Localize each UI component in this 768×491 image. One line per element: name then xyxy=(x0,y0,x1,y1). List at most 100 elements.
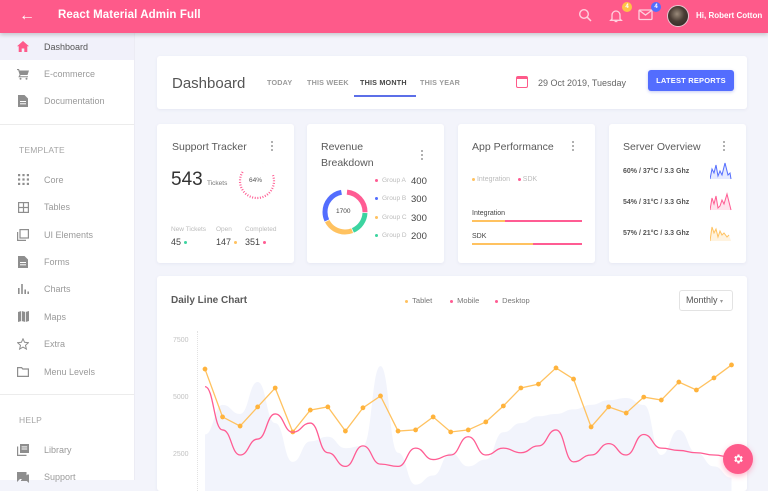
sidebar-item-dashboard[interactable]: Dashboard xyxy=(0,33,134,61)
server-sparkline-3 xyxy=(710,226,731,242)
daily-line-chart-card: Daily Line Chart Tablet Mobile Desktop M… xyxy=(157,276,747,491)
stat-label: Completed xyxy=(245,226,277,233)
sidebar-item-label: Library xyxy=(44,444,72,455)
tab-today[interactable]: TODAY xyxy=(267,78,293,87)
more-vert-icon[interactable] xyxy=(421,150,424,162)
cart-icon xyxy=(17,68,29,80)
legend-dot xyxy=(517,177,521,181)
calendar-icon xyxy=(516,76,528,88)
sidebar-item-label: Dashboard xyxy=(44,41,89,52)
grid-dots-icon xyxy=(17,174,29,186)
section-header-template: TEMPLATE xyxy=(19,145,65,156)
sidebar-item-ecommerce[interactable]: E-commerce xyxy=(0,60,134,87)
sidebar-item-menu-levels[interactable]: Menu Levels xyxy=(0,358,134,385)
legend-dot xyxy=(375,179,378,182)
revenue-total: 1700 xyxy=(336,208,351,215)
more-vert-icon[interactable] xyxy=(271,141,274,153)
legend-tablet: Tablet xyxy=(405,296,432,305)
y-tick: 5000 xyxy=(173,394,189,401)
sidebar-item-label: Tables xyxy=(44,202,71,213)
app-title: React Material Admin Full xyxy=(58,9,201,21)
tickets-total: 543 xyxy=(171,169,203,190)
layers-icon xyxy=(17,228,29,241)
bar-chart-icon xyxy=(17,283,29,295)
server-sparkline-1 xyxy=(710,162,732,180)
map-icon xyxy=(17,311,29,323)
status-dot xyxy=(262,241,266,245)
sidebar-item-label: Support xyxy=(44,472,76,483)
revenue-donut-chart xyxy=(322,189,368,235)
chat-icon xyxy=(17,471,29,483)
avatar[interactable] xyxy=(667,5,689,27)
sidebar-item-label: Forms xyxy=(44,257,70,268)
stat-label: New Tickets xyxy=(171,226,207,233)
active-tab-indicator xyxy=(354,95,416,97)
settings-fab[interactable] xyxy=(723,444,753,474)
app-bar: ← React Material Admin Full 4 4 Hi, Robe… xyxy=(0,0,768,33)
y-tick: 7500 xyxy=(173,337,189,344)
more-vert-icon[interactable] xyxy=(723,141,726,153)
sidebar-item-maps[interactable]: Maps xyxy=(0,303,134,330)
status-dot xyxy=(233,241,237,245)
notifications-bell-icon[interactable]: 4 xyxy=(609,2,632,24)
latest-reports-button[interactable]: LATEST REPORTS xyxy=(648,70,734,91)
sidebar-item-support[interactable]: Support xyxy=(0,464,134,491)
tab-this-week[interactable]: THIS WEEK xyxy=(307,78,349,87)
sidebar-item-forms[interactable]: Forms xyxy=(0,248,134,275)
sidebar-item-charts[interactable]: Charts xyxy=(0,276,134,303)
legend-dot xyxy=(375,197,378,201)
revenue-breakdown-card: Revenue Breakdown 1700 Group A 400 Group B… xyxy=(307,124,444,263)
library-icon xyxy=(17,443,29,456)
sidebar-item-label: Charts xyxy=(44,284,71,295)
y-tick: 2500 xyxy=(173,451,189,458)
tickets-percent: 64% xyxy=(249,177,263,184)
sidebar: Dashboard E-commerce Documentation TEMPL… xyxy=(0,33,135,483)
sidebar-item-documentation[interactable]: Documentation xyxy=(0,88,134,115)
card-title: App Performance xyxy=(472,141,554,153)
messages-badge: 4 xyxy=(651,2,661,12)
legend-desktop: Desktop xyxy=(495,296,530,305)
line-chart-plot xyxy=(202,362,734,491)
period-select[interactable]: Monthly ▾ xyxy=(679,290,733,311)
current-date: 29 Oct 2019, Tuesday xyxy=(538,78,627,88)
sidebar-item-label: Maps xyxy=(44,311,67,322)
home-icon xyxy=(17,41,29,53)
back-arrow-icon[interactable]: ← xyxy=(19,7,35,24)
card-title: Daily Line Chart xyxy=(171,295,248,306)
stat-open: 147 xyxy=(216,237,232,247)
server-row-1: 60% / 37°C / 3.3 Ghz xyxy=(623,168,690,175)
form-icon xyxy=(17,256,29,269)
legend-dot xyxy=(472,177,475,181)
table-icon xyxy=(17,201,29,213)
server-row-3: 57% / 21°C / 3.3 Ghz xyxy=(623,230,690,237)
sidebar-item-core[interactable]: Core xyxy=(0,166,134,193)
sidebar-divider xyxy=(0,394,134,396)
sidebar-item-extra[interactable]: Extra xyxy=(0,331,134,358)
sidebar-item-ui-elements[interactable]: UI Elements xyxy=(0,221,134,248)
star-icon xyxy=(17,338,29,351)
sidebar-item-tables[interactable]: Tables xyxy=(0,194,134,221)
sidebar-item-label: E-commerce xyxy=(44,69,96,80)
user-greeting[interactable]: Hi, Robert Cotton xyxy=(696,11,763,20)
sidebar-item-library[interactable]: Library xyxy=(0,436,134,463)
legend-dot xyxy=(375,215,378,219)
stat-completed: 351 xyxy=(245,237,261,247)
more-vert-icon[interactable] xyxy=(572,141,575,153)
server-row-2: 54% / 31°C / 3.3 Ghz xyxy=(623,199,690,206)
tab-this-month[interactable]: THIS MONTH xyxy=(360,78,407,87)
sidebar-item-label: Documentation xyxy=(44,96,105,107)
sidebar-item-label: Extra xyxy=(44,339,66,350)
mail-icon[interactable]: 4 xyxy=(638,2,661,24)
status-dot xyxy=(183,241,187,245)
revenue-legend: Group A 400 Group B 300 Group C 300 Group D… xyxy=(375,176,437,249)
sdk-progress xyxy=(472,243,582,245)
tab-this-year[interactable]: THIS YEAR xyxy=(420,78,461,87)
bar-label: SDK xyxy=(472,233,487,240)
dropdown-arrow-icon: ▾ xyxy=(720,299,724,305)
card-title: Revenue Breakdown xyxy=(321,141,374,169)
section-header-help: HELP xyxy=(19,415,43,426)
server-sparkline-2 xyxy=(710,192,732,211)
search-icon[interactable] xyxy=(578,8,594,24)
sidebar-item-label: UI Elements xyxy=(44,229,94,240)
card-title: Server Overview xyxy=(623,141,701,153)
